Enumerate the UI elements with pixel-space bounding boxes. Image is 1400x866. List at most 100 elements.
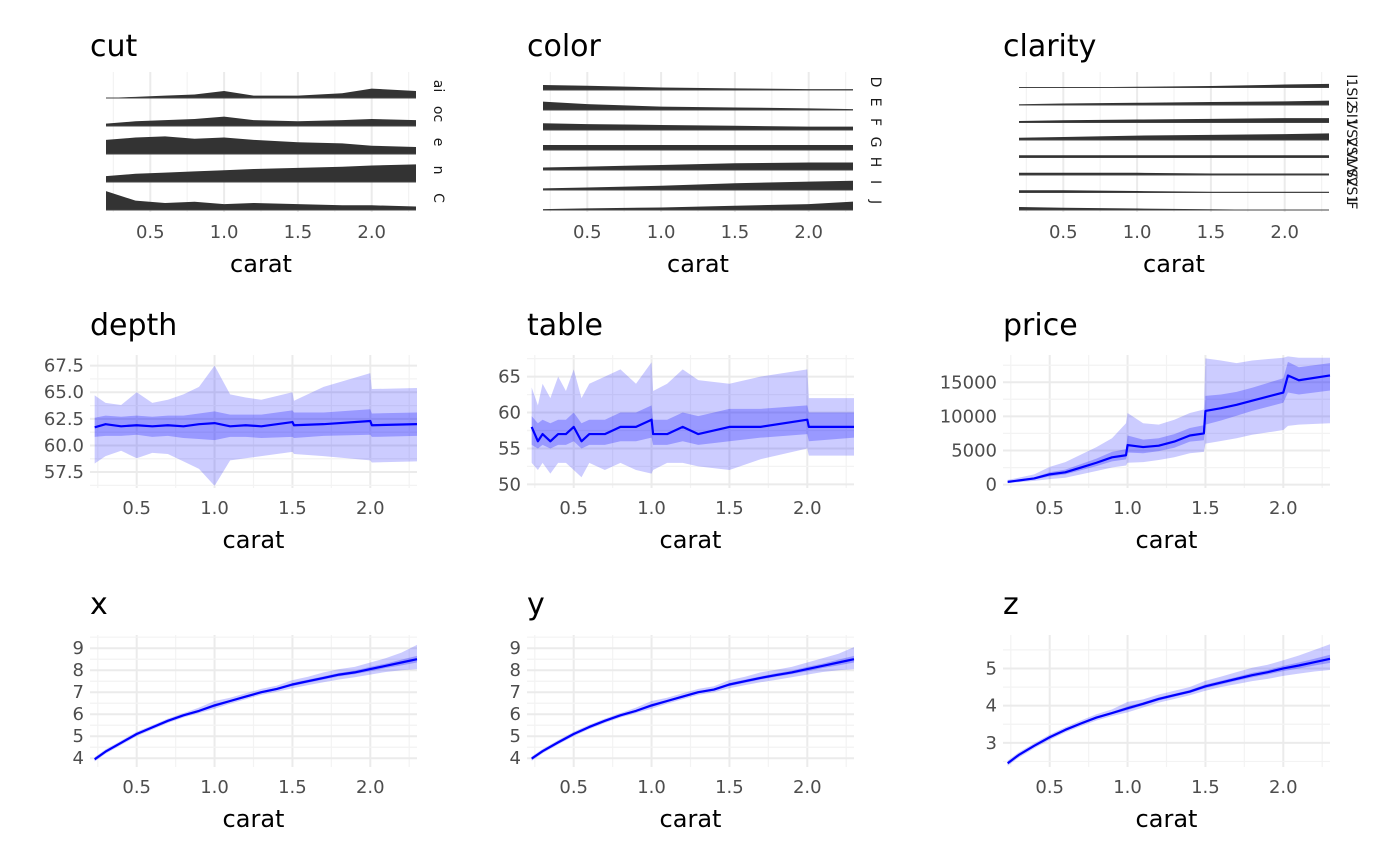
outer-interval-band xyxy=(94,644,418,762)
x-axis-label: carat xyxy=(230,250,292,278)
facet-strip-label: D xyxy=(867,77,883,88)
density-ridge xyxy=(1019,118,1329,123)
y-tick-label: 65.0 xyxy=(44,382,84,403)
y-tick-label: 7 xyxy=(73,682,84,703)
density-ridge xyxy=(106,88,416,98)
facet-strip-label: e xyxy=(430,138,446,147)
x-tick-label: 0.5 xyxy=(1049,222,1078,243)
plot-area xyxy=(1003,355,1331,488)
x-tick-label: 1.0 xyxy=(637,777,666,798)
x-tick-label: 1.5 xyxy=(715,777,744,798)
plot-area xyxy=(543,72,853,212)
y-tick-label: 5 xyxy=(73,726,84,747)
x-tick-label: 0.5 xyxy=(1035,498,1064,519)
x-tick-label: 2.0 xyxy=(1269,498,1298,519)
facet-strip-label: oc xyxy=(430,106,446,122)
x-tick-label: 1.5 xyxy=(1197,222,1226,243)
facet-strip-label: VS1 xyxy=(1343,137,1359,164)
x-axis-label: carat xyxy=(660,526,722,554)
y-tick-label: 7 xyxy=(510,682,521,703)
facet-strip-label: SI1 xyxy=(1343,105,1359,127)
x-tick-label: 0.5 xyxy=(573,222,602,243)
y-tick-label: 8 xyxy=(510,660,521,681)
panel-z: z 3 4 5 0.5 1.0 1.5 2.0 carat xyxy=(986,587,1331,833)
panel-title: depth xyxy=(90,308,177,343)
facet-strip-label: n xyxy=(430,166,446,175)
x-tick-label: 0.5 xyxy=(559,498,588,519)
y-tick-label: 0 xyxy=(986,475,997,496)
facet-strip-label: J xyxy=(867,199,883,204)
facet-strip-label: VS2 xyxy=(1343,120,1359,147)
density-ridge xyxy=(1019,207,1329,210)
x-tick-label: 1.0 xyxy=(1123,222,1152,243)
y-tick-label: 8 xyxy=(73,660,84,681)
x-tick-label: 0.5 xyxy=(136,222,165,243)
inner-interval-band xyxy=(531,405,854,449)
panel-title: color xyxy=(527,29,602,64)
density-ridge xyxy=(543,201,853,210)
panel-price: price 0 5000 10000 15000 0.5 1.0 1.5 2.0 carat xyxy=(940,308,1331,554)
facet-strip-label: ai xyxy=(430,80,446,92)
x-axis-label: carat xyxy=(1136,526,1198,554)
x-tick-label: 2.0 xyxy=(357,222,386,243)
panel-table: table 50 55 60 65 0.5 1.0 1.5 2.0 carat xyxy=(498,308,854,554)
density-ridge xyxy=(543,162,853,170)
y-tick-label: 5 xyxy=(510,726,521,747)
y-tick-label: 60 xyxy=(498,403,521,424)
y-tick-label: 67.5 xyxy=(44,356,84,377)
y-tick-label: 9 xyxy=(510,638,521,659)
x-tick-label: 1.5 xyxy=(278,777,307,798)
density-ridge xyxy=(106,116,416,126)
density-ridge xyxy=(543,180,853,190)
facet-strip-label: I xyxy=(867,180,883,184)
x-tick-label: 2.0 xyxy=(794,222,823,243)
panel-title: clarity xyxy=(1003,29,1096,64)
y-tick-label: 60.0 xyxy=(44,435,84,456)
x-tick-label: 1.0 xyxy=(200,498,229,519)
trend-line xyxy=(1007,657,1331,765)
y-tick-label: 6 xyxy=(510,704,521,725)
density-ridge xyxy=(543,101,853,110)
plot-area xyxy=(90,355,418,488)
x-axis-label: carat xyxy=(223,526,285,554)
panel-color: color D E F GH I J 0.5 1.0 1.5 2.0 carat xyxy=(527,29,883,278)
y-tick-label: 57.5 xyxy=(44,462,84,483)
density-ridge xyxy=(543,144,853,150)
facet-strip-label: VVS2 xyxy=(1343,150,1359,187)
facet-strip-label: C xyxy=(430,193,446,203)
density-ridge xyxy=(543,123,853,130)
x-tick-label: 2.0 xyxy=(793,777,822,798)
facet-strip-label: SI2 xyxy=(1343,87,1359,109)
x-tick-label: 1.5 xyxy=(1191,498,1220,519)
x-tick-label: 2.0 xyxy=(1270,222,1299,243)
x-axis-label: carat xyxy=(223,805,285,833)
y-tick-label: 10000 xyxy=(940,406,997,427)
panel-title: y xyxy=(527,587,545,622)
x-tick-label: 0.5 xyxy=(122,498,151,519)
facet-strip-label: H xyxy=(867,157,883,168)
facet-strip-label: E xyxy=(867,98,883,107)
panel-cut: cut ai oc e n C 0.5 1.0 1.5 2.0 carat xyxy=(90,29,446,278)
x-tick-label: 1.5 xyxy=(284,222,313,243)
y-tick-label: 6 xyxy=(73,704,84,725)
trend-line xyxy=(94,419,418,429)
facet-strip-label: IF xyxy=(1343,197,1359,209)
trend-line xyxy=(530,418,854,443)
panel-title: table xyxy=(527,308,603,343)
x-tick-label: 2.0 xyxy=(356,777,385,798)
density-ridge xyxy=(1019,83,1329,88)
x-tick-label: 1.5 xyxy=(715,498,744,519)
x-tick-label: 1.0 xyxy=(637,498,666,519)
density-ridge xyxy=(543,84,853,90)
panel-depth: depth 57.5 60.0 62.5 65.0 67.5 0.5 1.0 1.5 2.0 ca… xyxy=(44,308,418,554)
outer-interval-band xyxy=(531,362,854,478)
x-tick-label: 0.5 xyxy=(1035,777,1064,798)
density-ridge xyxy=(106,136,416,154)
x-tick-label: 1.0 xyxy=(1113,777,1142,798)
x-tick-label: 1.0 xyxy=(647,222,676,243)
y-tick-label: 4 xyxy=(986,696,997,717)
plot-area xyxy=(527,355,854,488)
inner-interval-band xyxy=(1007,361,1330,483)
density-ridge xyxy=(106,164,416,182)
